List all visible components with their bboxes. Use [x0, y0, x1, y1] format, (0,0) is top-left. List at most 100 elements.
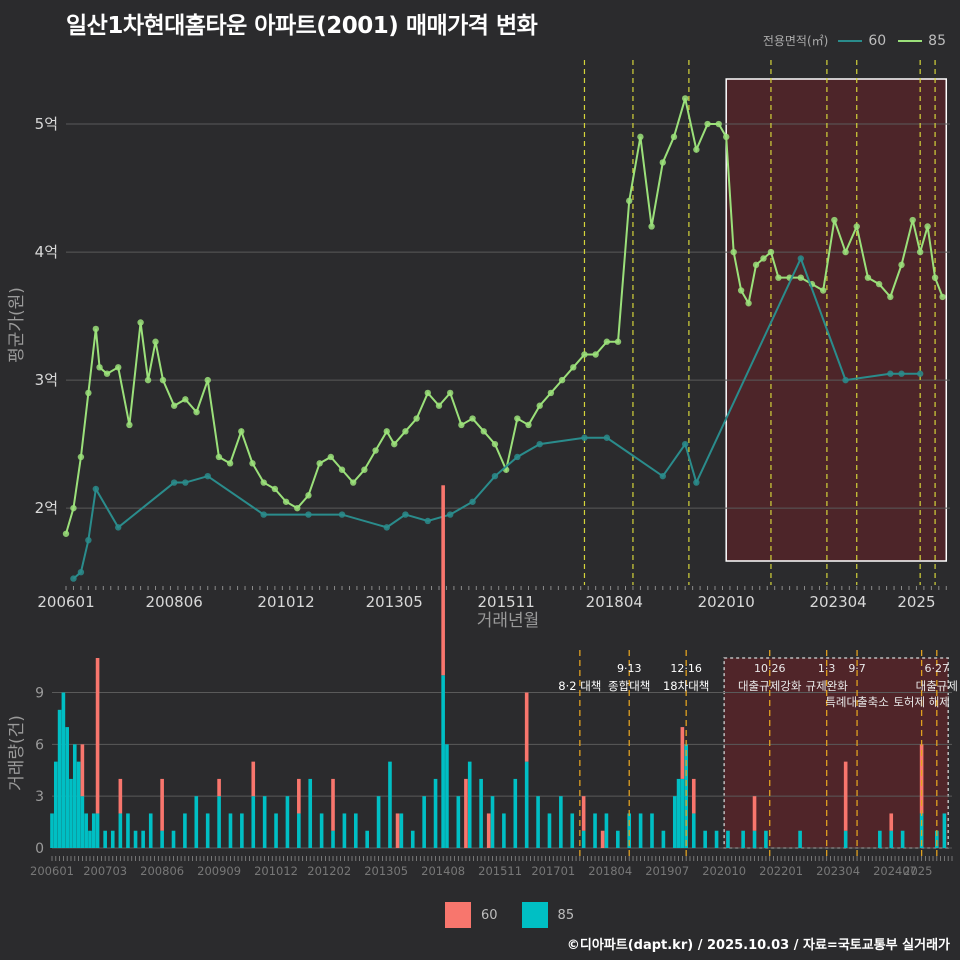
data-point-85 — [853, 223, 860, 230]
x-tick-label-top: 2025 — [897, 593, 935, 611]
bar-85 — [194, 796, 199, 848]
bar-60 — [752, 796, 757, 831]
bar-85 — [490, 796, 495, 848]
policy-date: 1·3 — [818, 662, 836, 675]
policy-date: 6·27 — [925, 662, 950, 675]
x-tick-label-bottom: 201202 — [307, 864, 351, 878]
data-point-85 — [193, 408, 200, 416]
bar-60 — [600, 830, 605, 848]
bar-85 — [376, 796, 381, 848]
data-point-85 — [931, 274, 939, 281]
highlight-box-bottom — [723, 657, 949, 849]
data-point-60 — [402, 511, 409, 518]
bar-85 — [342, 813, 347, 848]
data-point-85 — [402, 428, 409, 435]
bar-85 — [228, 813, 233, 848]
bar-85 — [88, 830, 92, 848]
data-point-85 — [469, 415, 476, 422]
bar-85 — [638, 813, 643, 848]
data-point-85 — [648, 223, 655, 230]
data-point-60 — [383, 524, 390, 531]
data-point-60 — [898, 370, 905, 377]
policy-label: 규제완화 — [806, 679, 849, 693]
data-point-85 — [715, 120, 722, 128]
bar-85 — [141, 830, 145, 848]
bar-85 — [262, 796, 267, 848]
data-point-60 — [842, 376, 849, 384]
bar-85 — [217, 796, 221, 848]
bar-60 — [581, 796, 586, 831]
x-tick-label-bottom: 201305 — [364, 864, 408, 878]
legend-swatch-60 — [838, 39, 863, 42]
policy-date: 12·16 — [670, 662, 702, 675]
x-tick-label-top: 202010 — [698, 593, 755, 611]
bar-85 — [171, 830, 176, 848]
bar-85 — [110, 830, 115, 848]
data-point-85 — [391, 440, 398, 448]
x-tick-label-top: 201305 — [366, 593, 423, 611]
bar-60 — [331, 778, 335, 831]
data-point-85 — [842, 248, 849, 256]
data-point-85 — [819, 287, 827, 294]
data-point-85 — [62, 530, 70, 537]
data-point-85 — [745, 300, 752, 307]
data-point-85 — [603, 338, 611, 345]
data-point-85 — [831, 216, 838, 224]
bar-85 — [714, 830, 719, 848]
bar-85 — [502, 813, 506, 848]
highlight-box-top — [725, 78, 948, 562]
data-point-85 — [797, 274, 805, 281]
data-point-60 — [797, 255, 805, 262]
bar-85 — [205, 813, 210, 848]
bar-85 — [479, 778, 483, 848]
bar-85 — [331, 830, 335, 848]
data-point-85 — [159, 376, 167, 384]
policy-label: 18차대책 — [663, 679, 709, 693]
x-tick-label-top: 201012 — [257, 593, 314, 611]
bar-85 — [676, 778, 681, 848]
legend-name-85: 85 — [928, 32, 946, 49]
bar-85 — [433, 778, 438, 848]
data-point-85 — [115, 364, 122, 371]
data-point-85 — [558, 376, 566, 384]
data-point-60 — [170, 479, 178, 486]
bar-85 — [251, 796, 256, 848]
bar-85 — [319, 813, 324, 848]
bar-85 — [843, 830, 848, 848]
data-point-60 — [182, 479, 189, 486]
data-point-85 — [103, 370, 111, 377]
bar-60 — [118, 778, 123, 814]
x-axis-label-top: 거래년월 — [477, 611, 540, 631]
data-point-85 — [338, 466, 346, 473]
x-tick-label-bottom: 201511 — [478, 864, 522, 878]
data-point-85 — [767, 248, 775, 256]
x-tick-label-bottom: 201907 — [645, 864, 689, 878]
x-tick-label-bottom: 202010 — [702, 864, 746, 878]
data-point-85 — [85, 389, 92, 397]
data-point-60 — [693, 479, 700, 486]
data-point-60 — [85, 536, 92, 544]
x-tick-label-bottom: 2025 — [903, 864, 932, 878]
bar-60 — [486, 813, 491, 848]
bar-85 — [240, 813, 244, 848]
data-point-60 — [446, 511, 454, 518]
data-point-60 — [115, 524, 122, 531]
data-point-85 — [152, 338, 159, 345]
chart-title: 일산1차현대홈타운 아파트(2001) 매매가격 변화 — [66, 13, 538, 39]
data-point-85 — [260, 479, 267, 486]
data-point-60 — [92, 485, 100, 493]
y-tick-label-bottom: 6 — [35, 737, 44, 753]
bar-85 — [148, 813, 153, 848]
bar-60 — [464, 778, 468, 848]
bar-85 — [680, 778, 685, 848]
bar-85 — [388, 761, 392, 848]
policy-date: 9·7 — [848, 662, 866, 675]
bar-85 — [513, 778, 518, 848]
x-tick-label-top: 201804 — [586, 593, 643, 611]
policy-label: 토허제 해제 — [893, 695, 950, 709]
data-point-60 — [603, 434, 611, 441]
data-point-85 — [413, 415, 420, 422]
bar-85 — [661, 830, 666, 848]
data-point-85 — [238, 428, 245, 435]
